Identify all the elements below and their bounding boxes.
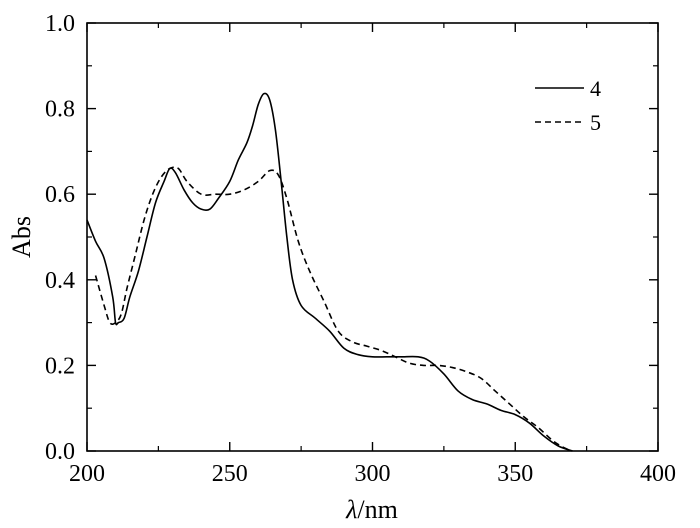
x-axis-title: λ/nm xyxy=(345,495,398,524)
legend-label-series-5: 5 xyxy=(590,110,601,135)
y-tick-label: 0.6 xyxy=(45,182,75,208)
y-axis-ticks: 0.0 0.2 0.4 0.6 0.8 1.0 xyxy=(45,11,658,465)
y-tick-label: 0.4 xyxy=(45,268,75,294)
x-axis-ticks: 200 250 300 350 400 xyxy=(69,23,676,487)
y-tick-label: 0.2 xyxy=(45,353,75,379)
y-tick-label: 0.8 xyxy=(45,97,75,123)
x-tick-label: 300 xyxy=(355,461,391,487)
series-layer xyxy=(86,92,573,452)
series-line-4 xyxy=(86,92,573,452)
series-line-5 xyxy=(94,166,573,452)
x-axis-title-unit: /nm xyxy=(357,495,397,524)
y-tick-label: 1.0 xyxy=(45,11,75,37)
x-axis-title-symbol: λ xyxy=(345,495,357,524)
legend: 4 5 xyxy=(535,76,601,135)
x-tick-label: 400 xyxy=(640,461,676,487)
x-tick-label: 200 xyxy=(69,461,105,487)
y-axis-title: Abs xyxy=(7,216,36,258)
y-tick-label: 0.0 xyxy=(45,439,75,465)
x-tick-label: 250 xyxy=(212,461,248,487)
legend-label-series-4: 4 xyxy=(590,76,601,101)
x-tick-label: 350 xyxy=(497,461,533,487)
